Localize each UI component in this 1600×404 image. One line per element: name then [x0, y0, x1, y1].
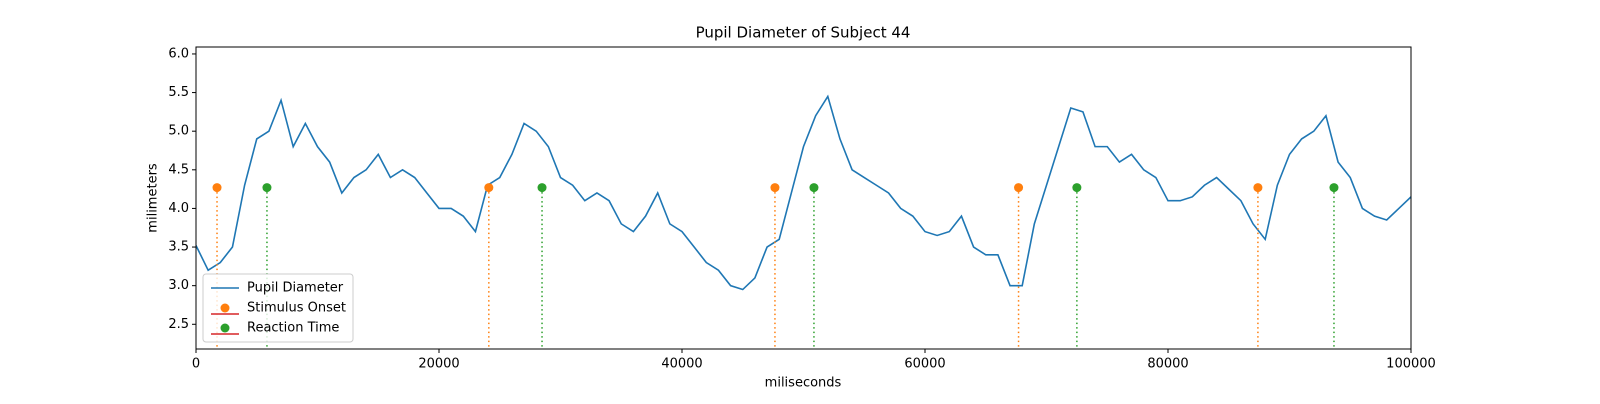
x-axis-label: miliseconds	[765, 376, 842, 391]
y-axis-label: milimeters	[146, 163, 161, 233]
x-tick-label: 0	[192, 357, 200, 372]
legend-box	[202, 273, 354, 343]
x-tick-label: 100000	[1386, 357, 1436, 372]
stem-marker	[212, 183, 222, 193]
y-tick-label: 3.0	[168, 278, 189, 293]
stem-marker	[262, 183, 272, 193]
chart-title: Pupil Diameter of Subject 44	[696, 24, 911, 42]
x-tick-label: 60000	[904, 357, 945, 372]
y-tick-label: 5.5	[168, 85, 189, 100]
x-tick-label: 40000	[661, 357, 702, 372]
x-tick-label: 20000	[418, 357, 459, 372]
y-tick-label: 2.5	[168, 317, 189, 332]
legend-marker	[220, 303, 230, 313]
axes-frame	[195, 46, 1412, 350]
stem-marker	[1253, 183, 1263, 193]
legend: Pupil Diameter Stimulus Onset Reaction Tim…	[202, 273, 354, 343]
stem-marker	[1014, 183, 1024, 193]
stem-marker	[537, 183, 547, 193]
plot-area	[196, 94, 1411, 349]
stem-marker	[1072, 183, 1082, 193]
legend-marker	[220, 323, 230, 333]
y-tick-label: 4.0	[168, 201, 189, 216]
y-tick-label: 6.0	[168, 46, 189, 61]
stem-marker	[1329, 183, 1339, 193]
stem-marker	[770, 183, 780, 193]
x-tick-label: 80000	[1147, 357, 1188, 372]
legend-label: Reaction Time	[247, 321, 339, 336]
y-tick-label: 4.5	[168, 162, 189, 177]
y-tick-label: 5.0	[168, 124, 189, 139]
line	[196, 94, 1411, 291]
legend-label: Pupil Diameter	[247, 281, 344, 296]
stem-marker	[484, 183, 494, 193]
stem-marker	[809, 183, 819, 193]
y-tick-label: 3.5	[168, 240, 189, 255]
legend-label: Stimulus Onset	[247, 301, 346, 316]
